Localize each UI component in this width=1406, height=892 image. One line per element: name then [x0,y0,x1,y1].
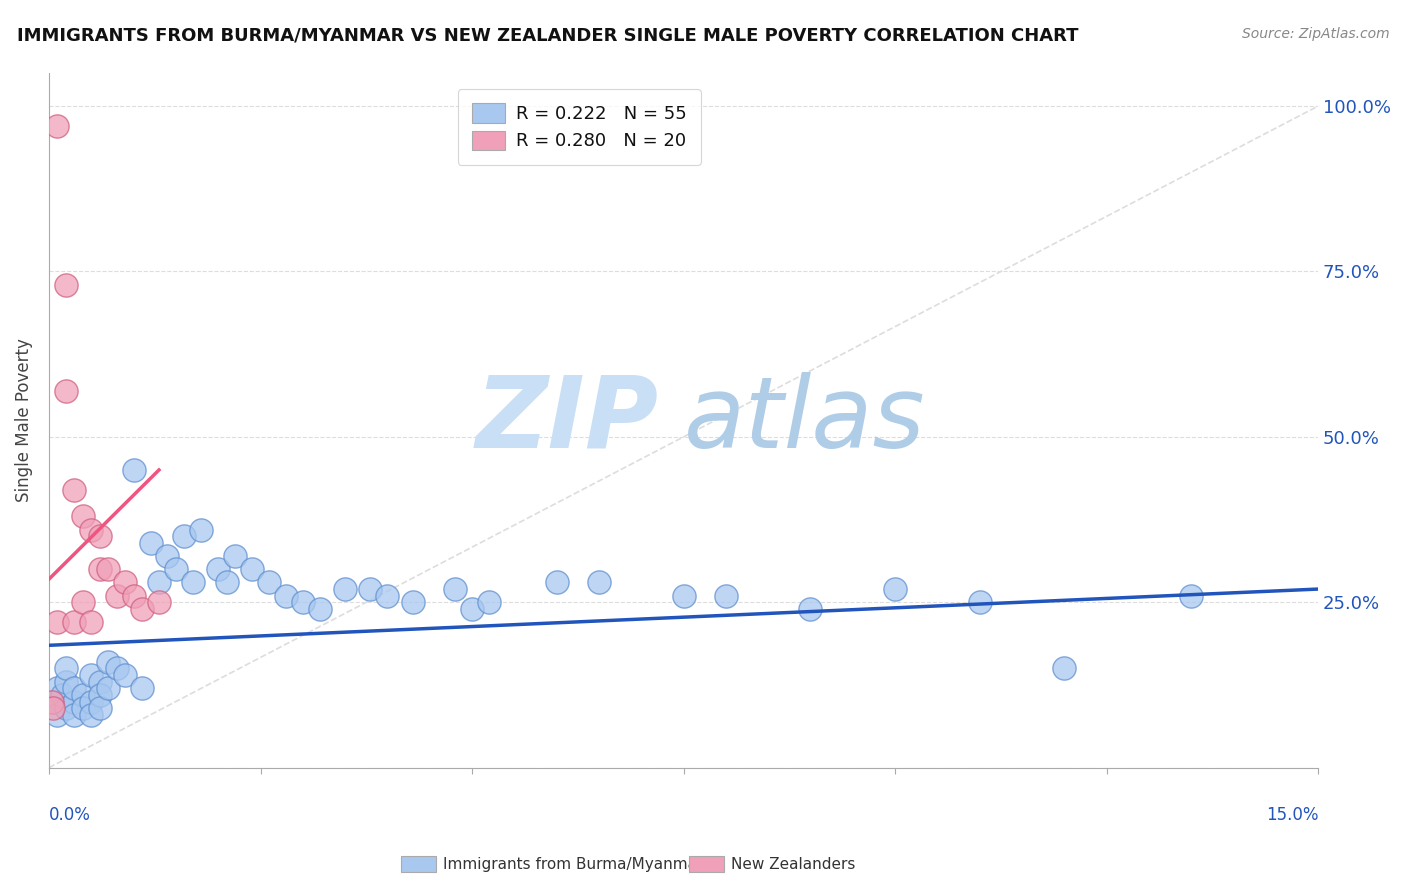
Point [46,615,69,629]
Text: ZIP: ZIP [475,372,658,469]
Legend: R = 0.222   N = 55, R = 0.280   N = 20: R = 0.222 N = 55, R = 0.280 N = 20 [458,89,700,165]
Point [63,681,86,696]
Point [105,661,128,675]
Point [478,595,501,609]
Point [51,688,73,702]
Point [672,589,695,603]
Point [224,549,246,563]
Point [173,529,195,543]
Point [55,674,77,689]
Point [89,562,111,576]
Point [72,701,94,715]
Point [63,615,86,629]
Point [461,602,484,616]
Y-axis label: Single Male Poverty: Single Male Poverty [15,338,32,502]
Point [55,277,77,292]
Point [72,509,94,524]
Point [63,483,86,497]
Point [139,535,162,549]
Point [546,575,568,590]
Point [46,681,69,696]
Point [714,589,737,603]
Point [207,562,229,576]
Point [215,575,238,590]
Point [80,707,103,722]
Text: Source: ZipAtlas.com: Source: ZipAtlas.com [1241,27,1389,41]
Text: 0.0%: 0.0% [49,805,91,824]
Point [444,582,467,596]
Point [97,655,120,669]
Point [588,575,610,590]
Point [884,582,907,596]
Text: 15.0%: 15.0% [1265,805,1319,824]
Text: Immigrants from Burma/Myanmar: Immigrants from Burma/Myanmar [443,857,703,871]
Point [63,707,86,722]
Point [97,562,120,576]
Point [80,668,103,682]
Point [291,595,314,609]
Point [80,615,103,629]
Point [55,701,77,715]
Point [89,688,111,702]
Point [308,602,330,616]
Point [114,668,136,682]
Point [190,523,212,537]
Point [89,529,111,543]
Point [131,681,153,696]
Point [97,681,120,696]
Point [42,694,65,708]
Point [46,119,69,133]
Point [72,688,94,702]
Point [1053,661,1076,675]
Point [72,595,94,609]
Point [257,575,280,590]
Point [42,701,65,715]
Point [274,589,297,603]
Point [89,701,111,715]
Point [360,582,382,596]
Point [114,575,136,590]
Point [80,523,103,537]
Point [377,589,399,603]
Point [333,582,356,596]
Point [41,694,63,708]
Point [131,602,153,616]
Point [80,694,103,708]
Point [799,602,821,616]
Point [105,589,128,603]
Text: atlas: atlas [683,372,925,469]
Text: IMMIGRANTS FROM BURMA/MYANMAR VS NEW ZEALANDER SINGLE MALE POVERTY CORRELATION C: IMMIGRANTS FROM BURMA/MYANMAR VS NEW ZEA… [17,27,1078,45]
Point [148,575,170,590]
Text: New Zealanders: New Zealanders [731,857,855,871]
Point [122,589,145,603]
Point [165,562,187,576]
Point [240,562,263,576]
Point [156,549,179,563]
Point [181,575,204,590]
Point [63,694,86,708]
Point [46,707,69,722]
Point [122,463,145,477]
Point [148,595,170,609]
Point [1180,589,1202,603]
Point [402,595,425,609]
Point [89,674,111,689]
Point [55,384,77,398]
Point [55,661,77,675]
Point [969,595,991,609]
